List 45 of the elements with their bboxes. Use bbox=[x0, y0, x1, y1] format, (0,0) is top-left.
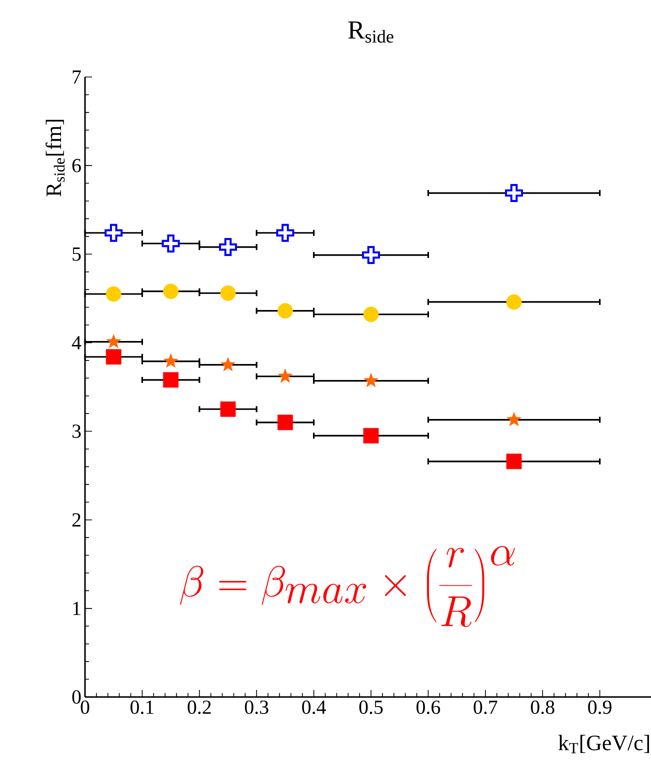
point bbox=[220, 401, 236, 417]
point bbox=[163, 372, 178, 388]
y-tick-label: 7 bbox=[72, 70, 81, 84]
x-tick-label: 0.4 bbox=[302, 700, 326, 714]
y-tick-label: 3 bbox=[72, 424, 81, 438]
point bbox=[506, 294, 522, 310]
point bbox=[106, 286, 122, 302]
x-tick-label: 0.8 bbox=[530, 700, 554, 714]
point bbox=[220, 356, 236, 372]
x-tick-label: 0.2 bbox=[188, 700, 211, 714]
point bbox=[106, 334, 122, 348]
point bbox=[278, 368, 293, 383]
y-tick-label: 4 bbox=[72, 336, 82, 350]
point bbox=[505, 184, 524, 202]
x-tick-label: 0.7 bbox=[474, 700, 498, 714]
y-tick-label: 2 bbox=[72, 513, 80, 526]
annotation: $\beta = \beta_{max} \times \left(\frac{r}{R}\right)^{\alpha}$ bbox=[180, 546, 515, 628]
chart-title: R$_{side}$ bbox=[348, 22, 394, 43]
y-tick-label: 0 bbox=[72, 690, 81, 704]
point bbox=[220, 285, 236, 301]
point bbox=[276, 224, 294, 242]
x-tick-label: 0.5 bbox=[359, 700, 383, 714]
point bbox=[363, 372, 379, 388]
point bbox=[362, 246, 380, 264]
point bbox=[278, 414, 293, 430]
x-tick-label: 0.9 bbox=[588, 700, 612, 714]
x-axis-title: k$_{T}$[GeV/c] bbox=[558, 734, 649, 754]
x-tick-label: 0.1 bbox=[130, 700, 154, 714]
y-tick-label: 6 bbox=[72, 158, 81, 172]
y-axis-title: R$_{side}$[fm] bbox=[46, 120, 65, 196]
y-tick-label: 1 bbox=[73, 602, 80, 615]
point bbox=[163, 353, 178, 368]
point bbox=[278, 303, 293, 319]
point bbox=[506, 412, 522, 426]
point bbox=[162, 234, 180, 253]
x-tick-label: 0.3 bbox=[244, 700, 268, 714]
point bbox=[363, 306, 379, 322]
point bbox=[363, 428, 379, 444]
point bbox=[106, 349, 122, 365]
point bbox=[104, 224, 123, 242]
x-tick-label: 0.6 bbox=[416, 700, 440, 714]
point bbox=[219, 238, 237, 256]
point bbox=[163, 284, 178, 300]
point bbox=[506, 454, 522, 470]
y-tick-label: 5 bbox=[72, 248, 81, 261]
